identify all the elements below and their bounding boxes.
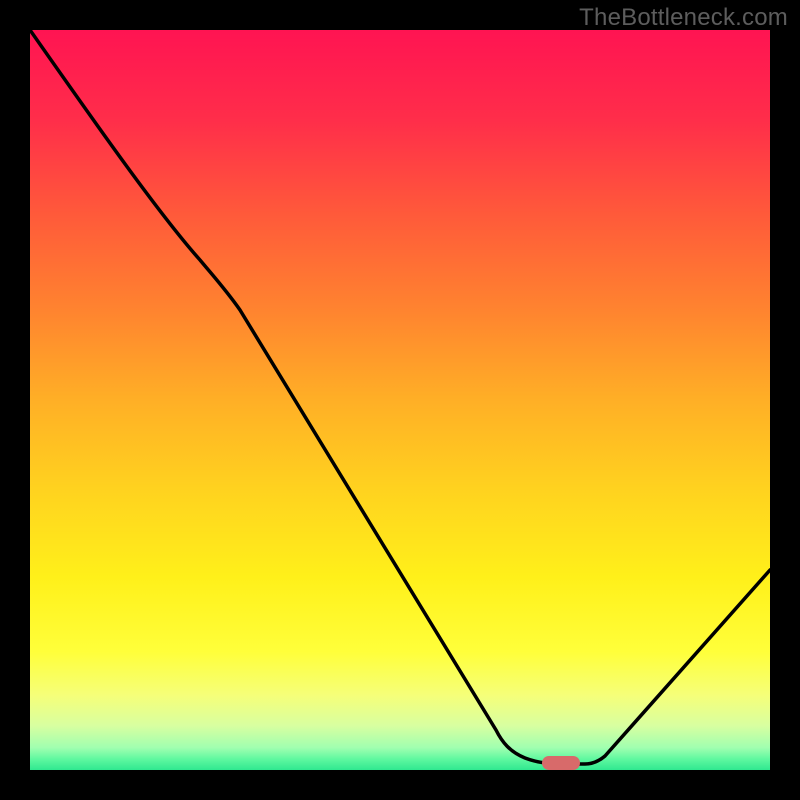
- bottleneck-curve: [30, 30, 770, 764]
- curve-layer: [30, 30, 770, 770]
- watermark-text: TheBottleneck.com: [579, 4, 788, 32]
- plot-area: [30, 30, 770, 770]
- chart-container: TheBottleneck.com: [0, 0, 800, 800]
- optimal-marker: [542, 756, 580, 770]
